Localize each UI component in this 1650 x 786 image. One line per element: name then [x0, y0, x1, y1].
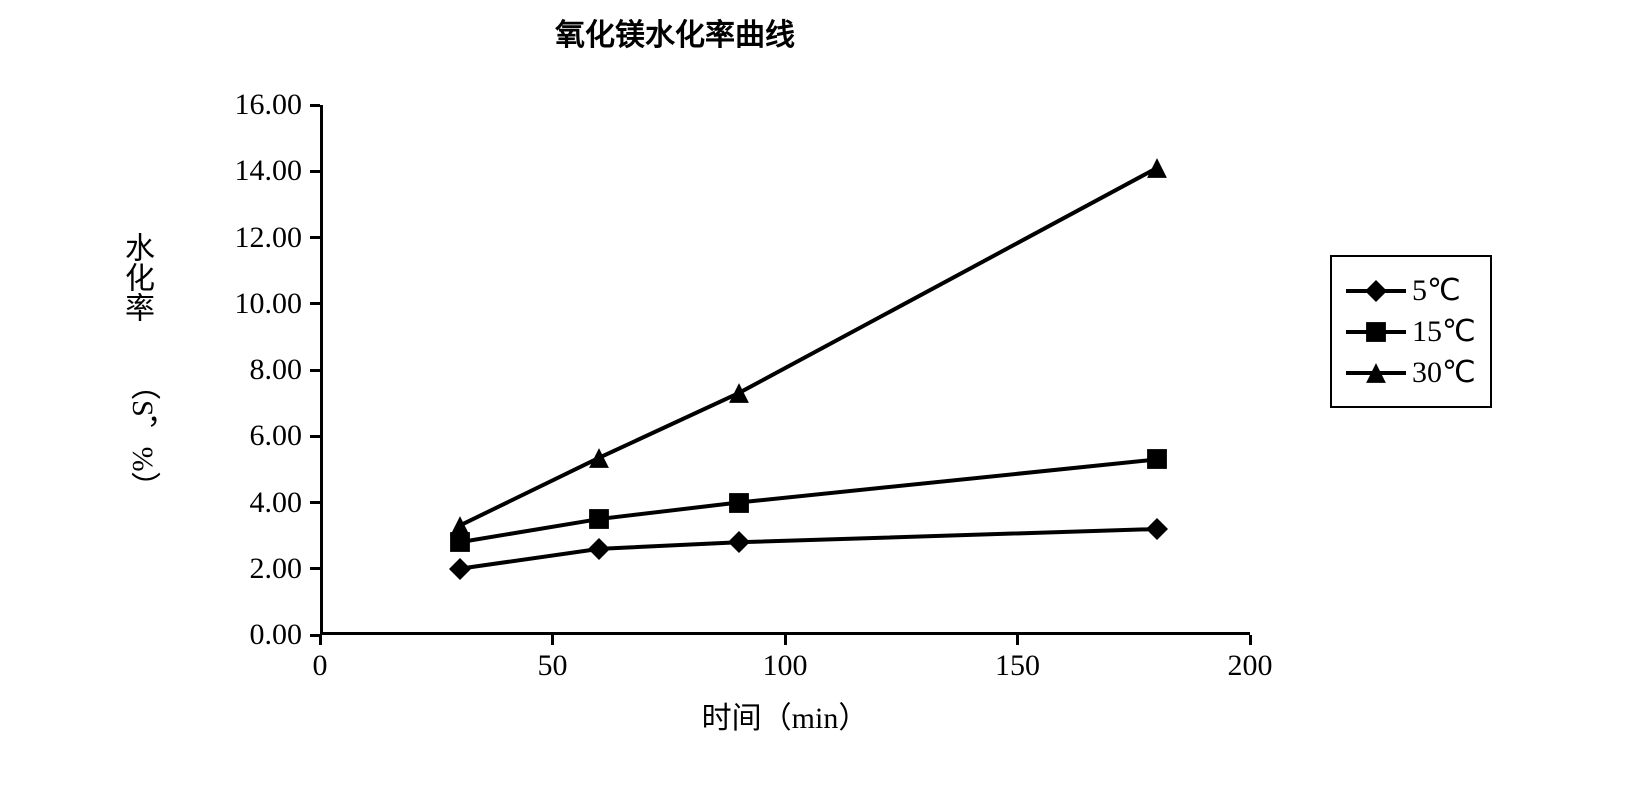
y-tick-label: 2.00: [182, 552, 302, 586]
legend-swatch: [1346, 319, 1406, 345]
data-marker: [728, 382, 750, 404]
chart-container: 氧化镁水化率曲线 0.002.004.006.008.0010.0012.001…: [100, 10, 1550, 770]
legend-swatch: [1346, 278, 1406, 304]
x-tick-label: 200: [1228, 649, 1273, 683]
legend-item: 5℃: [1346, 273, 1476, 308]
legend-label: 30℃: [1412, 355, 1476, 390]
legend: 5℃ 15℃ 30℃: [1330, 255, 1492, 408]
data-marker: [1146, 518, 1168, 540]
plot-svg: [320, 105, 1250, 635]
data-marker: [728, 492, 750, 514]
y-tick-label: 12.00: [182, 221, 302, 255]
y-axis-label: 水化率: [120, 232, 153, 322]
x-axis-label: 时间（min）: [702, 693, 869, 737]
x-tick: [319, 635, 322, 645]
x-tick-label: 150: [995, 649, 1040, 683]
y-tick: [310, 435, 320, 438]
legend-marker-icon: [1365, 362, 1387, 384]
data-marker: [588, 508, 610, 530]
legend-label: 5℃: [1412, 273, 1461, 308]
y-tick: [310, 369, 320, 372]
y-tick-label: 14.00: [182, 154, 302, 188]
y-tick: [310, 567, 320, 570]
x-tick-label: 100: [763, 649, 808, 683]
chart-title: 氧化镁水化率曲线: [100, 10, 1250, 54]
y-tick-label: 16.00: [182, 88, 302, 122]
y-tick-label: 10.00: [182, 287, 302, 321]
x-tick-label: 50: [538, 649, 568, 683]
y-tick: [310, 236, 320, 239]
data-marker: [1146, 448, 1168, 470]
y-tick-label: 0.00: [182, 618, 302, 652]
x-tick: [1249, 635, 1252, 645]
legend-marker-icon: [1365, 321, 1387, 343]
plot-area: 0.002.004.006.008.0010.0012.0014.0016.00…: [320, 105, 1250, 635]
y-tick-label: 6.00: [182, 419, 302, 453]
y-tick: [310, 104, 320, 107]
y-axis-line: [320, 105, 323, 635]
data-marker: [728, 531, 750, 553]
y-tick: [310, 302, 320, 305]
legend-item: 30℃: [1346, 355, 1476, 390]
data-marker: [588, 538, 610, 560]
data-marker: [588, 447, 610, 469]
legend-marker-icon: [1365, 280, 1387, 302]
series-line: [460, 529, 1158, 569]
y-axis-label-unit: （S，%）: [120, 370, 164, 502]
legend-label: 15℃: [1412, 314, 1476, 349]
y-tick: [310, 501, 320, 504]
y-tick-label: 8.00: [182, 353, 302, 387]
data-marker: [1146, 157, 1168, 179]
x-tick: [551, 635, 554, 645]
legend-item: 15℃: [1346, 314, 1476, 349]
y-tick: [310, 170, 320, 173]
data-marker: [449, 558, 471, 580]
x-tick: [784, 635, 787, 645]
y-tick-label: 4.00: [182, 486, 302, 520]
x-tick: [1016, 635, 1019, 645]
x-tick-label: 0: [313, 649, 328, 683]
series-line: [460, 459, 1158, 542]
legend-swatch: [1346, 360, 1406, 386]
data-marker: [449, 515, 471, 537]
